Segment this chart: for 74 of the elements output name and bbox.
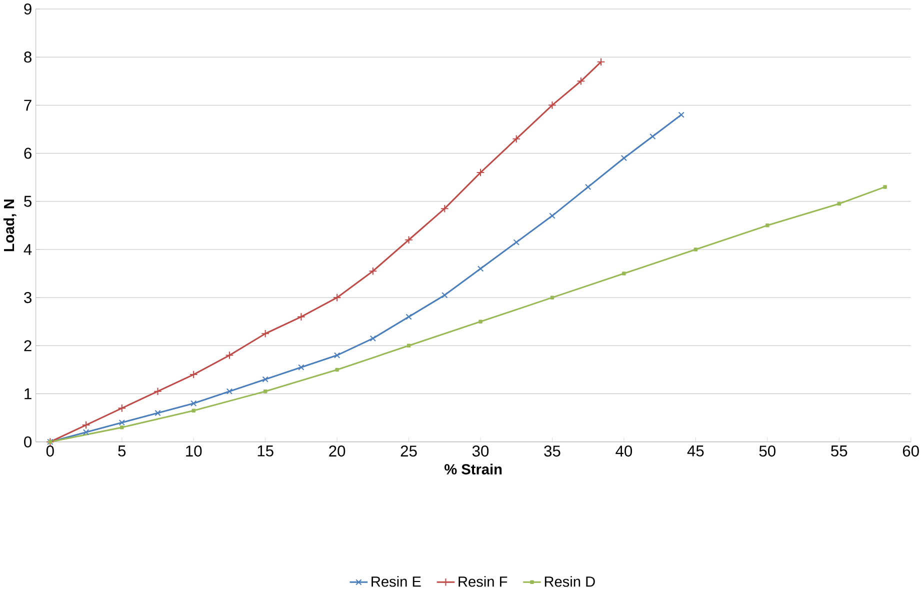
x-tick-label: 5 [118, 445, 126, 456]
point [190, 400, 197, 406]
x-tick-label: 30 [472, 445, 489, 456]
y-tick-label: 7 [24, 100, 32, 110]
x-tick-label: 20 [329, 445, 346, 456]
x-tick-label: 55 [831, 445, 848, 456]
point [550, 296, 554, 300]
point [883, 184, 887, 189]
point [442, 292, 448, 298]
x-tick-label: 15 [258, 445, 274, 456]
point [335, 368, 339, 372]
x-axis-title: % Strain [444, 464, 502, 474]
x-tick-label: 0 [46, 445, 54, 456]
point [406, 344, 411, 348]
point [118, 419, 125, 426]
x-tick-label: 35 [544, 445, 560, 456]
point [118, 404, 126, 412]
point [154, 387, 162, 396]
point [298, 364, 304, 370]
y-tick-label: 9 [24, 3, 32, 14]
y-tick-label: 5 [24, 196, 32, 207]
y-tick-label: 8 [24, 51, 32, 62]
y-tick-label: 4 [24, 244, 32, 255]
point [513, 238, 520, 246]
point [334, 352, 340, 358]
point [694, 247, 698, 252]
y-tick-label: 0 [24, 436, 32, 448]
point [368, 266, 378, 276]
y-tick-label: 6 [24, 148, 32, 159]
point [766, 223, 770, 228]
point [549, 212, 556, 219]
point [82, 428, 90, 436]
point [512, 134, 521, 143]
point [476, 168, 485, 176]
y-tick-label: 3 [24, 292, 32, 303]
legend-label: Resin D [544, 576, 595, 587]
point [189, 370, 198, 378]
point [406, 314, 412, 320]
point [584, 184, 592, 190]
y-tick-label: 2 [24, 340, 32, 351]
point [622, 271, 626, 276]
x-tick-label: 60 [902, 445, 919, 456]
point [548, 100, 556, 110]
point [297, 312, 306, 321]
point [154, 410, 161, 416]
legend-label: Resin E [372, 576, 421, 587]
point [263, 389, 268, 394]
point [192, 408, 196, 412]
point [262, 376, 268, 382]
point [370, 335, 376, 342]
x-tick-label: 25 [400, 445, 417, 456]
point [440, 204, 449, 213]
y-axis-title: Load, N [3, 199, 16, 251]
point [261, 329, 270, 338]
point [478, 320, 482, 324]
x-tick-label: 40 [616, 445, 632, 456]
point [596, 58, 606, 66]
point [837, 202, 841, 206]
point [404, 236, 413, 244]
point [82, 420, 90, 429]
point [120, 425, 124, 430]
legend-label: Resin F [458, 576, 508, 587]
x-tick-label: 45 [687, 445, 704, 456]
point [477, 265, 484, 272]
point [576, 76, 586, 86]
x-tick-label: 50 [759, 445, 776, 456]
point [225, 350, 234, 360]
point [678, 112, 684, 118]
point [650, 133, 656, 140]
x-tick-label: 10 [186, 445, 202, 456]
point [226, 388, 233, 394]
point [332, 293, 342, 302]
y-tick-label: 1 [24, 388, 32, 399]
point [620, 154, 628, 161]
